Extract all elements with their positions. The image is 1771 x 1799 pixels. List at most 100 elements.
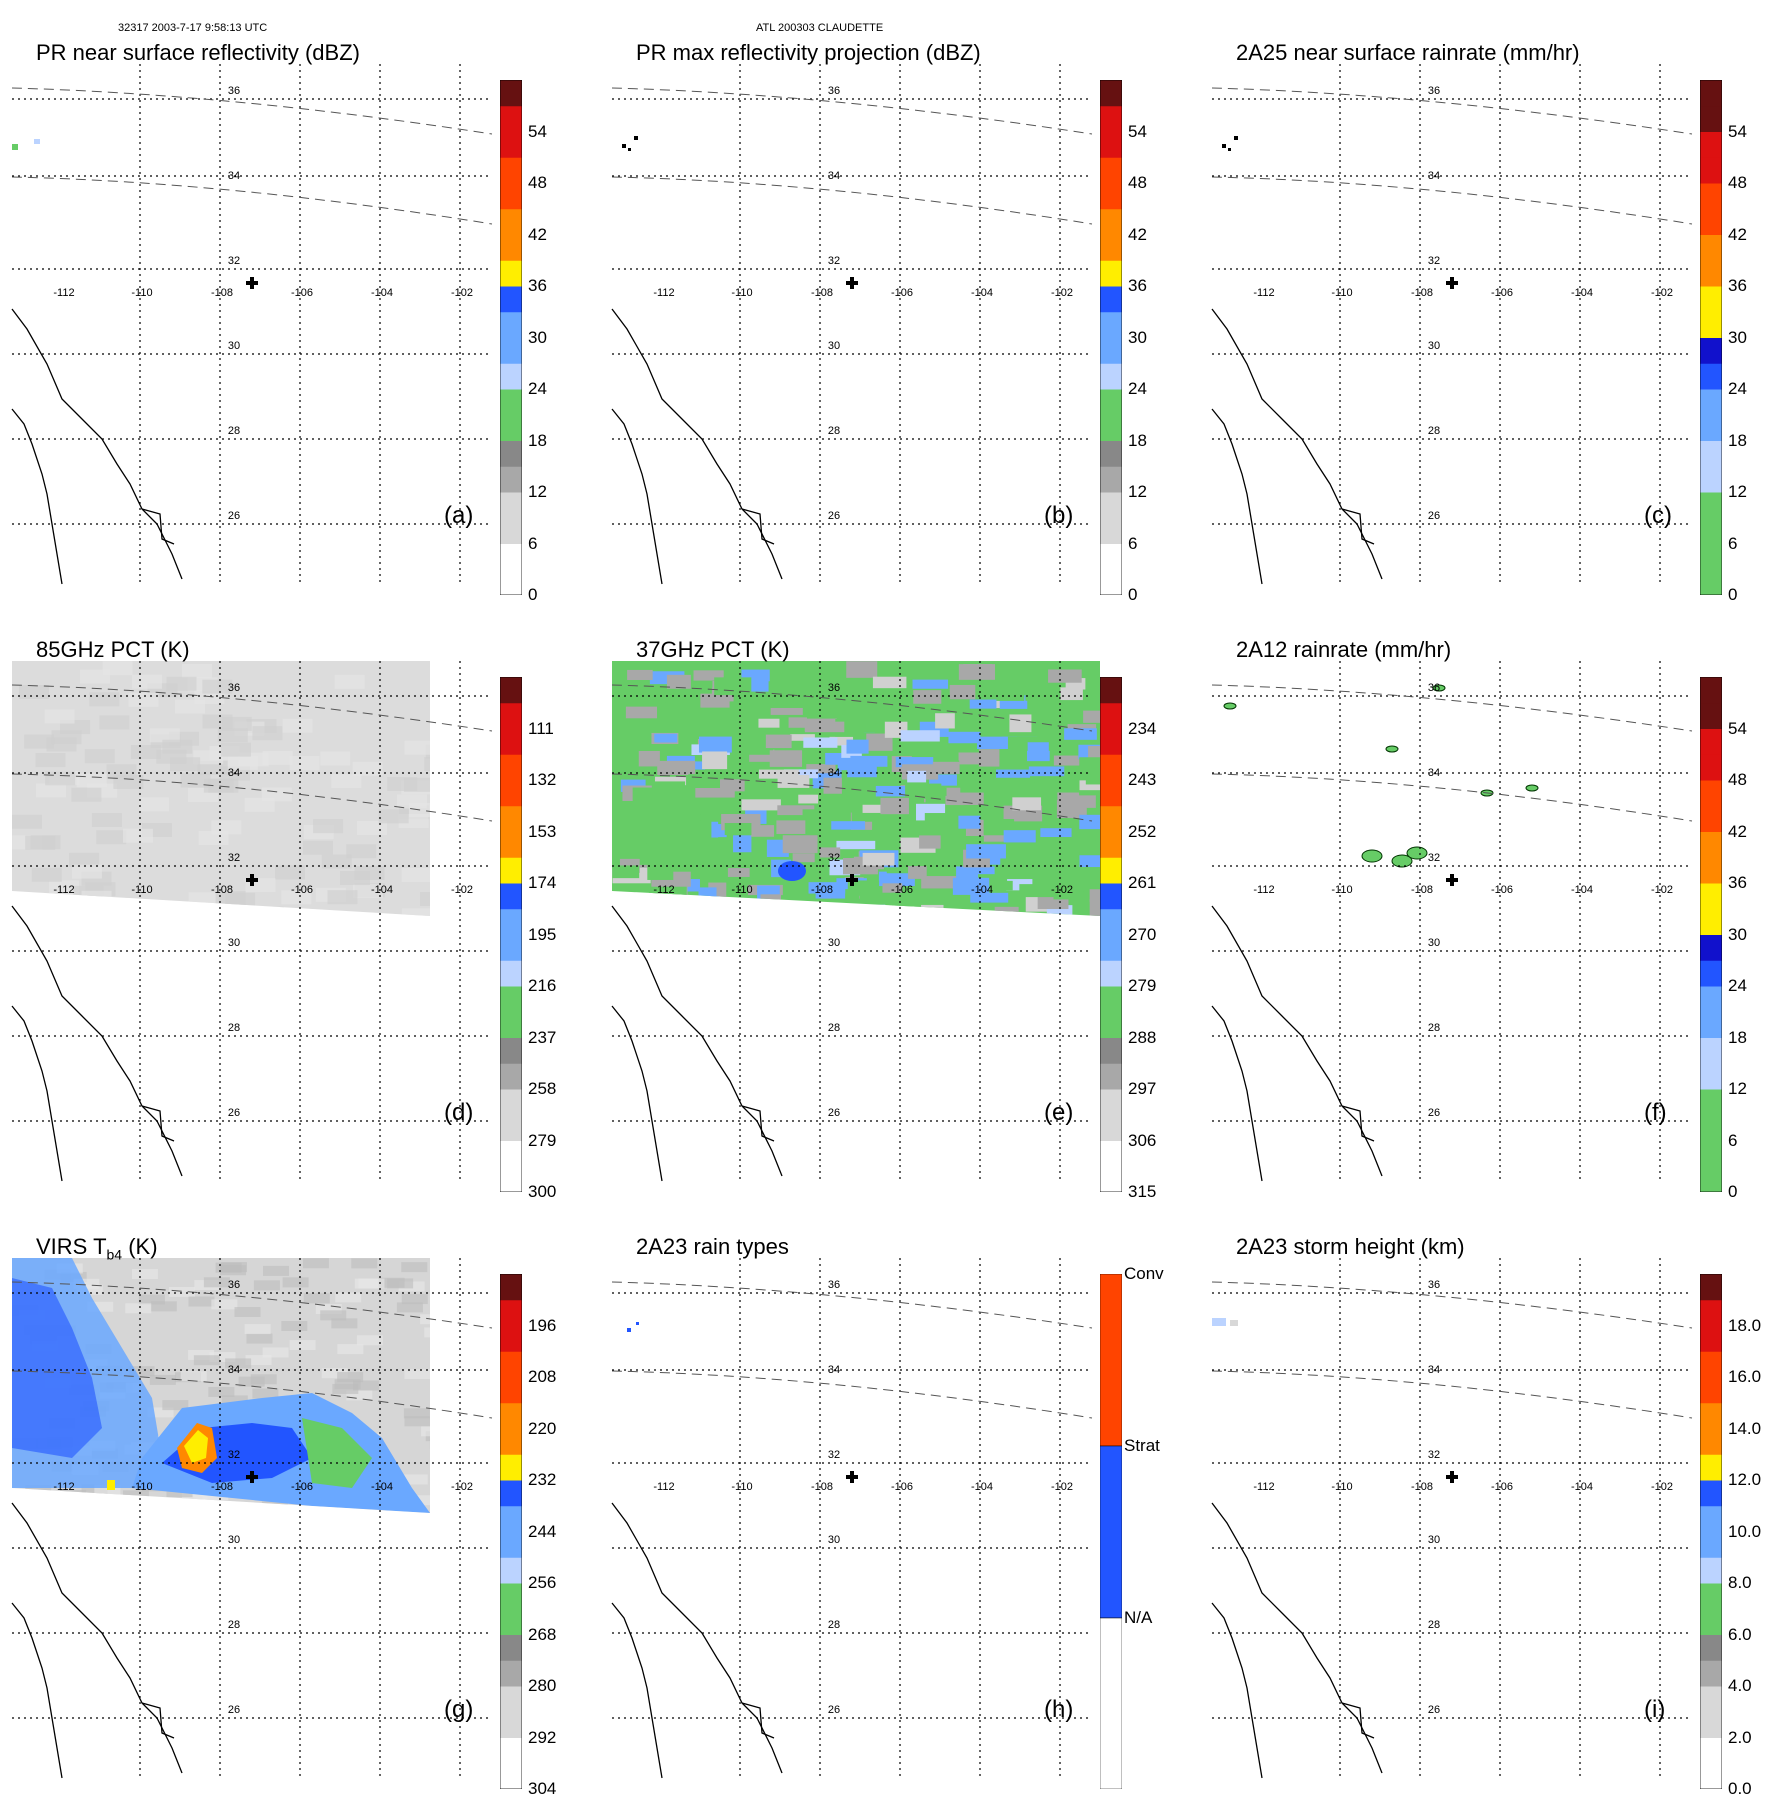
data-field: [1212, 1318, 1238, 1326]
colorbar-tick-label: 304: [528, 1779, 557, 1798]
coastline: [1211, 905, 1383, 1182]
colorbar-band: [1100, 1011, 1122, 1038]
colorbar-band: [1700, 1377, 1722, 1404]
colorbar-band: [500, 208, 522, 235]
colorbar-band: [1700, 1737, 1722, 1764]
lon-label: -108: [1411, 1481, 1433, 1493]
lat-label: 30: [828, 937, 840, 949]
lon-label: -106: [291, 1481, 313, 1493]
colorbar-band: [500, 960, 522, 987]
swath-edge-lower: [1211, 1370, 1693, 1419]
lon-label: -108: [1411, 884, 1433, 896]
colorbar-band: [1700, 1325, 1722, 1352]
colorbar-tick-label: 279: [1128, 976, 1157, 995]
colorbar-tick-label: 0: [1128, 585, 1138, 604]
lon-label: -106: [291, 884, 313, 896]
colorbar-tick-label: 252: [1128, 821, 1157, 841]
colorbar-tick-label: 42: [1728, 821, 1747, 841]
lon-label: -106: [1491, 884, 1513, 896]
colorbar-tick-label: 216: [528, 976, 557, 995]
lat-label: 30: [228, 937, 240, 949]
colorbar-band: [500, 389, 522, 416]
colorbar-band: [500, 1166, 522, 1192]
colorbar-band: [500, 1011, 522, 1038]
colorbar-band: [1100, 183, 1122, 210]
colorbar-band: [1700, 543, 1722, 570]
lon-label: -110: [731, 884, 752, 896]
colorbar-band: [1700, 754, 1722, 781]
colorbar-band: [1700, 183, 1722, 210]
colorbar-band: [1100, 157, 1122, 184]
colorbar-band: [1100, 1274, 1122, 1447]
lat-label: 30: [828, 1534, 840, 1546]
colorbar-tick-label: 24: [1128, 379, 1147, 398]
colorbar-band: [500, 183, 522, 210]
colorbar-tick-label: 36: [1128, 276, 1147, 295]
colorbar-tick-label: 12: [1728, 1079, 1747, 1098]
colorbar-tick-label: 18.0: [1728, 1315, 1762, 1335]
data-field: [1223, 684, 1539, 868]
storm-center-marker: [846, 874, 858, 886]
colorbar-band: [1100, 1114, 1122, 1141]
lat-label: 28: [228, 1022, 240, 1034]
colorbar-tick-label: 18: [1728, 1027, 1747, 1047]
colorbar-band: [500, 1140, 522, 1167]
colorbar-tick-label: 54: [1728, 121, 1747, 141]
colorbar-band: [1100, 80, 1122, 107]
lat-label: 34: [1428, 1364, 1440, 1376]
lat-label: 28: [228, 425, 240, 437]
colorbar-tick-label: 18: [1728, 430, 1747, 450]
colorbar-band: [500, 131, 522, 158]
lon-label: -112: [53, 1481, 74, 1493]
graticule: [1212, 1258, 1692, 1778]
colorbar-ticks: N/A Strat Conv: [1124, 1264, 1188, 1789]
colorbar-band: [1700, 492, 1722, 519]
colorbar-band: [1700, 1037, 1722, 1064]
lon-label: -112: [1253, 1481, 1274, 1493]
lat-label: 36: [228, 682, 240, 694]
colorbar-band: [500, 363, 522, 390]
lon-label: -110: [731, 287, 752, 299]
lat-label: 32: [828, 1449, 840, 1461]
colorbar-band: [1700, 1505, 1722, 1532]
map-plot: -112 -110 -108 -106 -104 -102 36 34 32 30 28 26: [11, 64, 493, 585]
header-center: ATL 200303 CLAUDETTE: [756, 22, 884, 34]
colorbar-band: [500, 1037, 522, 1064]
panel-letter: (g): [444, 1696, 474, 1723]
graticule: [12, 64, 492, 584]
lat-label: 34: [228, 1364, 240, 1376]
lon-label: -110: [731, 1481, 752, 1493]
panel-title: 85GHz PCT (K): [36, 637, 190, 662]
colorbar-band: [1700, 934, 1722, 961]
colorbar-band: [1700, 1763, 1722, 1789]
panel-title: PR max reflectivity projection (dBZ): [636, 40, 981, 65]
colorbar-band: [1700, 1011, 1722, 1038]
lon-label: -110: [1331, 884, 1352, 896]
header-left: 32317 2003-7-17 9:58:13 UTC: [118, 22, 268, 34]
colorbar: [1700, 80, 1722, 595]
colorbar-band: [1100, 208, 1122, 235]
colorbar-band: [500, 934, 522, 961]
swath-edge-upper: [1211, 684, 1693, 732]
colorbar-band: [500, 1114, 522, 1141]
lon-label: -110: [131, 287, 152, 299]
lat-label: 28: [228, 1619, 240, 1631]
lon-label: -108: [211, 287, 233, 299]
colorbar-band: [500, 1299, 522, 1326]
colorbar-band: [1700, 728, 1722, 755]
colorbar-band: [500, 1089, 522, 1116]
lon-label: -102: [451, 884, 473, 896]
colorbar-band: [500, 1763, 522, 1789]
colorbar-band: [500, 234, 522, 261]
swath-edge-lower: [1211, 176, 1693, 225]
colorbar-band: [500, 805, 522, 832]
lat-label: 34: [828, 767, 840, 779]
colorbar-tick-label: 288: [1128, 1027, 1157, 1047]
colorbar-scale: [500, 677, 522, 1192]
colorbar-tick-label: 12: [528, 482, 547, 501]
colorbar-band: [1700, 1608, 1722, 1635]
lon-label: -102: [1051, 1481, 1073, 1493]
colorbar-band: [500, 1711, 522, 1738]
colorbar-band: [1700, 1299, 1722, 1326]
panel-title: VIRS Tb4 (K): [36, 1234, 158, 1263]
